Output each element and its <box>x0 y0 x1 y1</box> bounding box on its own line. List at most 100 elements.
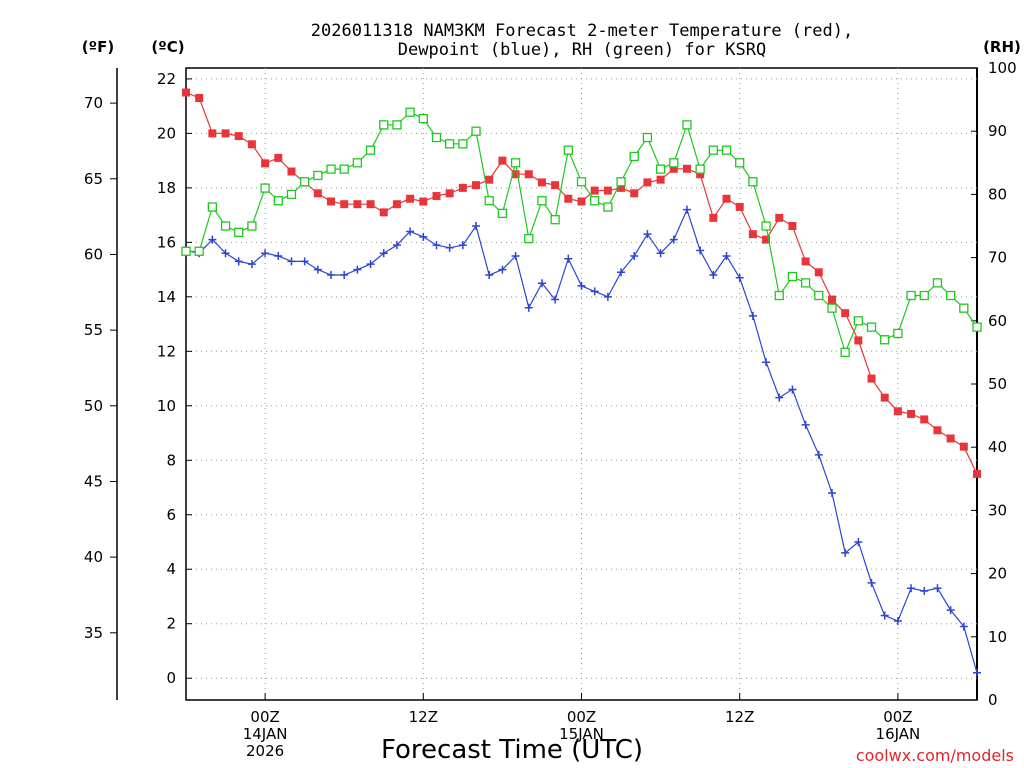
temperature-point <box>959 442 968 451</box>
temperature-point <box>735 202 744 211</box>
time-tick-label: 16JAN <box>876 725 921 743</box>
dewpoint-point <box>907 584 916 593</box>
dewpoint-point <box>432 241 441 250</box>
temperature-point <box>893 407 902 416</box>
rh-point <box>247 221 257 231</box>
temperature-point <box>353 200 362 209</box>
dewpoint-point <box>946 606 955 615</box>
rh-tick-label: 80 <box>988 185 1007 203</box>
rh-tick-label: 40 <box>988 438 1007 456</box>
temperature-point <box>841 309 850 318</box>
temperature-point <box>920 415 929 424</box>
temperature-point <box>564 194 573 203</box>
rh-tick-label: 90 <box>988 122 1007 140</box>
dewpoint-point <box>300 257 309 266</box>
fahrenheit-tick-label: 50 <box>84 397 103 415</box>
temperature-point <box>762 235 771 244</box>
dewpoint-point <box>445 243 454 252</box>
temperature-point <box>603 186 612 195</box>
fahrenheit-tick-label: 70 <box>84 94 103 112</box>
dewpoint-point <box>722 251 731 260</box>
dewpoint-point <box>973 668 981 677</box>
rh-point <box>220 221 231 231</box>
time-tick-label: 00Z <box>250 708 279 726</box>
dewpoint-point <box>590 287 599 296</box>
rh-point <box>919 290 929 301</box>
temperature-point <box>933 426 942 435</box>
rh-point <box>708 145 718 155</box>
temperature-series <box>182 88 981 478</box>
rh-point <box>827 303 837 313</box>
temperature-point <box>748 230 757 239</box>
celsius-tick-label: 0 <box>166 669 176 687</box>
dewpoint-point <box>485 271 494 280</box>
temperature-point <box>590 186 599 195</box>
temperature-point <box>630 189 639 198</box>
dewpoint-point <box>959 622 968 631</box>
fahrenheit-unit-label: (ºF) <box>82 38 114 56</box>
celsius-tick-label: 18 <box>157 179 176 197</box>
temperature-point <box>669 164 678 173</box>
temperature-point <box>406 194 415 203</box>
rh-point <box>431 132 442 143</box>
rh-point <box>721 145 732 155</box>
temperature-point <box>208 129 217 138</box>
celsius-tick-label: 16 <box>157 233 176 251</box>
fahrenheit-tick-label: 60 <box>84 245 103 263</box>
temperature-point <box>432 192 441 201</box>
fahrenheit-tick-label: 35 <box>84 624 103 642</box>
temperature-point <box>854 336 863 345</box>
credit-link[interactable]: coolwx.com/models <box>856 746 1014 765</box>
dewpoint-point <box>313 265 322 274</box>
rh-point <box>379 120 389 130</box>
temperature-point <box>445 189 454 198</box>
rh-axis: 0 10 20 30 40 50 60 70 80 90 100 <box>971 59 1017 709</box>
celsius-axis: 0 2 4 6 8 10 12 14 16 18 20 22 <box>157 70 192 687</box>
rh-point <box>972 322 982 332</box>
temperature-point <box>617 183 626 192</box>
rh-point <box>616 177 626 187</box>
rh-point <box>445 139 455 149</box>
temperature-point <box>907 409 916 418</box>
rh-point <box>299 177 310 187</box>
time-tick-label: 00Z <box>567 708 596 726</box>
rh-point <box>418 113 428 124</box>
dewpoint-point <box>656 249 665 258</box>
rh-point <box>510 158 521 168</box>
celsius-tick-label: 2 <box>166 615 176 633</box>
temperature-point <box>313 189 322 198</box>
dewpoint-point <box>537 279 546 288</box>
temperature-point <box>551 181 560 190</box>
temperature-point <box>182 88 190 97</box>
temperature-point <box>682 164 691 173</box>
dewpoint-point <box>247 260 256 269</box>
dewpoint-point <box>551 295 560 304</box>
rh-point <box>365 145 376 155</box>
rh-point <box>576 177 587 187</box>
rh-point <box>497 208 508 219</box>
dewpoint-point <box>643 230 652 239</box>
temperature-point <box>419 197 428 206</box>
rh-point <box>695 164 705 174</box>
temperature-point <box>696 170 705 179</box>
rh-point <box>458 139 468 149</box>
rh-point <box>787 271 798 282</box>
celsius-tick-label: 20 <box>157 124 176 142</box>
dewpoint-point <box>630 251 639 260</box>
chart-title-line2: Dewpoint (blue), RH (green) for KSRQ <box>398 40 766 60</box>
dewpoint-point <box>379 249 388 258</box>
celsius-tick-label: 14 <box>157 288 176 306</box>
rh-point <box>932 278 943 288</box>
temperature-point <box>472 181 481 190</box>
dewpoint-point <box>617 268 626 277</box>
rh-point <box>800 278 811 288</box>
dewpoint-point <box>841 548 850 557</box>
temperature-point <box>195 93 204 102</box>
rh-point <box>682 120 692 130</box>
time-tick-label: 00Z <box>883 708 912 726</box>
rh-point <box>840 347 850 358</box>
rh-tick-label: 30 <box>988 501 1007 519</box>
rh-point <box>234 227 244 237</box>
dewpoint-point <box>893 617 902 625</box>
